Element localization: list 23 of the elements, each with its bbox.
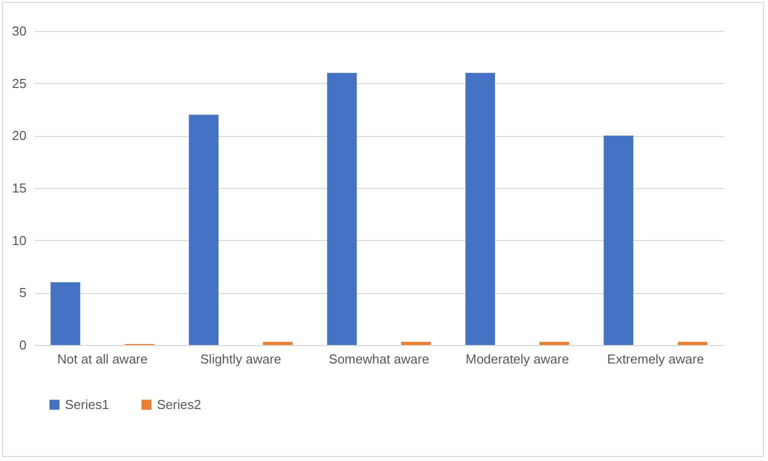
x-tick-label: Moderately aware [466, 352, 569, 366]
x-tick-label: Somewhat aware [328, 352, 430, 366]
bar [327, 72, 357, 345]
y-tick-label: 5 [19, 285, 26, 300]
bar [465, 72, 496, 345]
bar [604, 136, 634, 345]
bar [50, 282, 80, 345]
bar [401, 342, 431, 345]
y-tick-label: 30 [12, 24, 26, 38]
y-tick-label: 20 [12, 128, 26, 144]
bar [262, 342, 293, 345]
legend-label: Series1 [65, 396, 110, 412]
y-tick-label: 10 [12, 232, 26, 248]
y-tick-label: 0 [19, 338, 26, 352]
bar [678, 342, 708, 345]
bar [540, 342, 570, 345]
x-tick-label: Not at all aware [57, 352, 148, 366]
x-tick-label: Slightly aware [200, 352, 282, 366]
y-tick-label: 25 [12, 76, 26, 91]
legend-label: Series2 [157, 396, 202, 412]
y-tick-label: 15 [12, 180, 26, 196]
x-tick-label: Extremely aware [607, 352, 704, 366]
bar [188, 114, 218, 345]
